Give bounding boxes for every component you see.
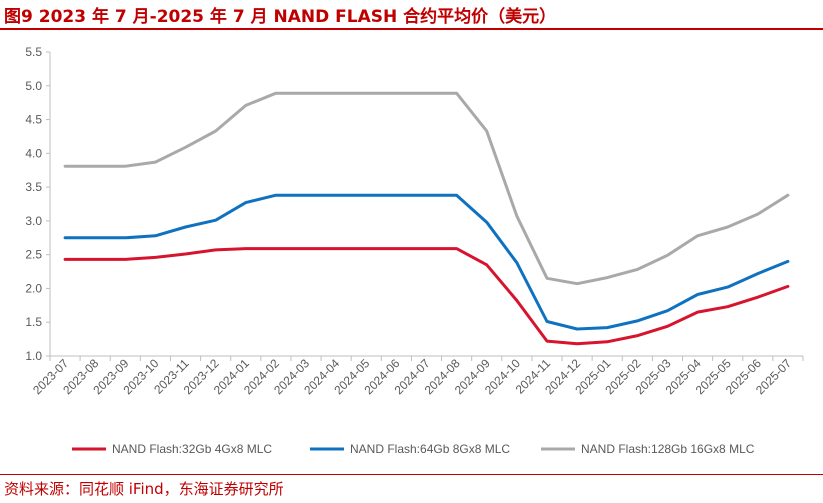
y-tick-label: 3.0 — [25, 214, 42, 228]
y-tick-label: 5.0 — [25, 79, 42, 93]
chart-axes — [49, 52, 803, 357]
chart-legend: NAND Flash:32Gb 4Gx8 MLC NAND Flash:64Gb … — [72, 442, 755, 456]
series-line-3 — [63, 91, 790, 286]
figure-title: 图9 2023 年 7 月-2025 年 7 月 NAND FLASH 合约平均… — [4, 7, 557, 27]
series-lines — [63, 91, 790, 346]
y-axis-ticks: 1.0 1.5 2.0 2.5 3.0 3.5 4.0 4.5 5.0 5.5 — [25, 45, 50, 363]
x-axis-ticks: 2023-072023-082023-092023-102023-112023-… — [30, 356, 804, 397]
y-tick-label: 1.0 — [25, 349, 42, 363]
line-chart: 1.0 1.5 2.0 2.5 3.0 3.5 4.0 4.5 5.0 5.5 2023-0720… — [25, 45, 804, 456]
legend-label-1: NAND Flash:32Gb 4Gx8 MLC — [112, 442, 272, 456]
series-line-2 — [63, 193, 790, 331]
y-tick-label: 5.5 — [25, 45, 42, 59]
title-divider — [0, 28, 823, 30]
y-tick-label: 3.5 — [25, 180, 42, 194]
y-tick-label: 4.5 — [25, 113, 42, 127]
source-note: 资料来源：同花顺 iFind，东海证券研究所 — [4, 480, 284, 498]
y-tick-label: 2.0 — [25, 281, 42, 295]
y-tick-label: 4.0 — [25, 146, 42, 160]
source-divider — [0, 474, 823, 475]
y-tick-label: 2.5 — [25, 248, 42, 262]
legend-label-3: NAND Flash:128Gb 16Gx8 MLC — [581, 442, 755, 456]
series-line-1 — [63, 247, 790, 346]
y-tick-label: 1.5 — [25, 315, 42, 329]
legend-label-2: NAND Flash:64Gb 8Gx8 MLC — [350, 442, 510, 456]
